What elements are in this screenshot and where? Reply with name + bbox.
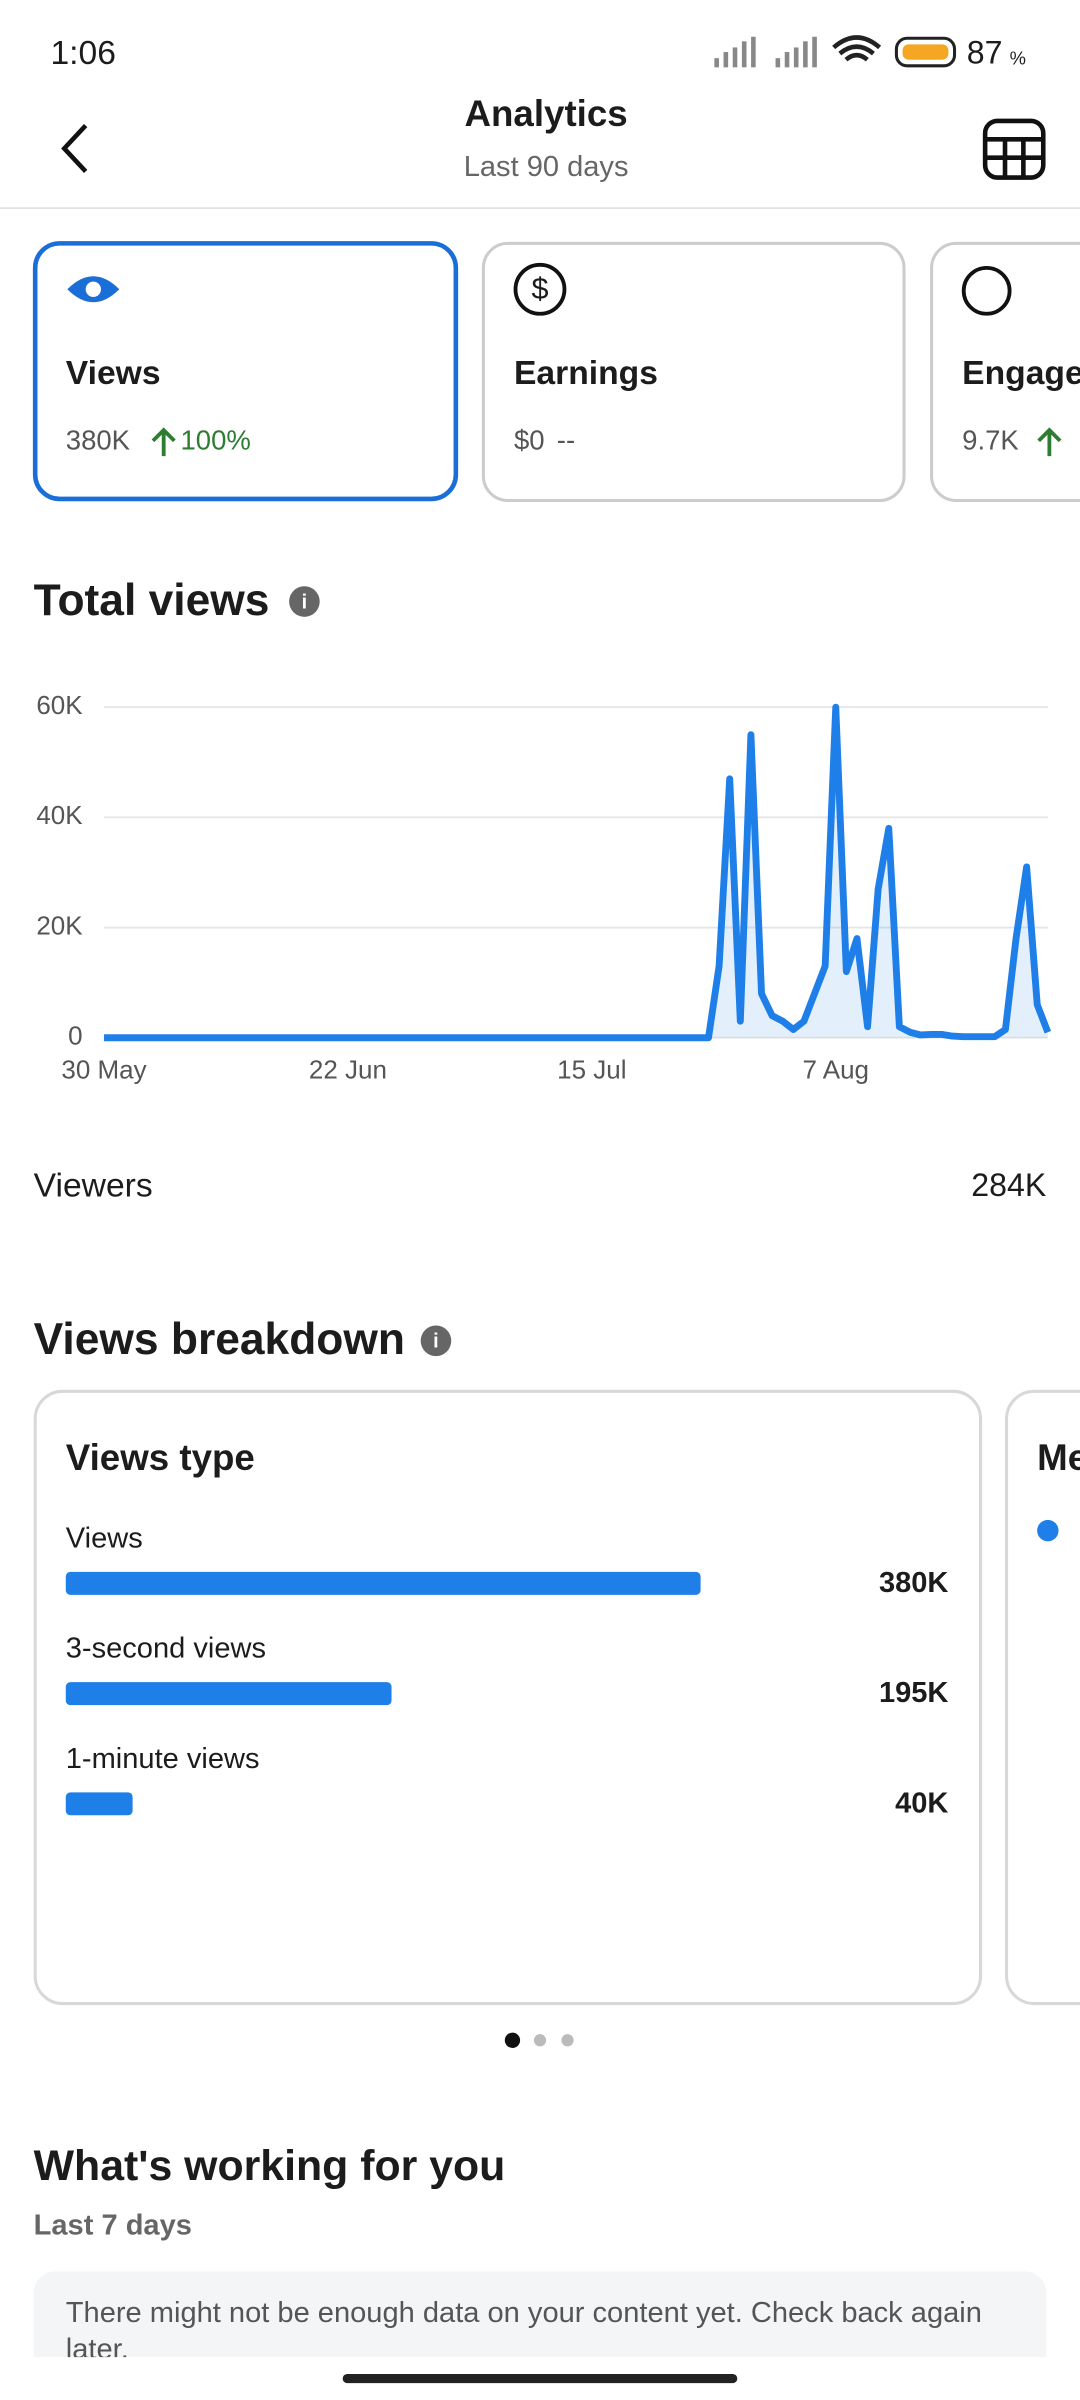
table-button[interactable] — [982, 118, 1046, 180]
page-dot[interactable] — [533, 2034, 547, 2047]
area — [104, 707, 1048, 1038]
card-label: Earnings — [514, 355, 658, 392]
section-title: Views breakdown — [34, 1315, 405, 1364]
section-title: What's working for you — [34, 2142, 506, 2190]
signal-icons — [714, 36, 817, 68]
battery-text: 87 — [967, 35, 1003, 71]
bar — [65, 1792, 133, 1816]
line-chart: 0 20K 40K 60K 30 May 22 Jun 15 Jul 7 Aug — [36, 690, 1052, 1084]
dollar-icon — [513, 262, 567, 316]
header-subtitle: Last 90 days — [464, 151, 629, 183]
bar-value: 380K — [879, 1567, 948, 1599]
legend-dot — [1037, 1519, 1059, 1542]
info-message: There might not be enough data on your c… — [33, 2271, 1047, 2358]
card-value: $0 — [514, 425, 545, 456]
metric-card[interactable] — [930, 241, 1080, 503]
x-tick-label: 15 Jul — [557, 1054, 626, 1084]
page-dot[interactable] — [504, 2032, 521, 2048]
bar-value: 195K — [879, 1677, 948, 1709]
bar — [65, 1682, 392, 1706]
card-value: 9.7K — [962, 425, 1019, 456]
bar-label: 3-second views — [66, 1633, 266, 1665]
wifi-icon — [832, 35, 882, 62]
dollar-glyph: $ — [531, 272, 548, 306]
card-value: 380K — [66, 425, 131, 456]
y-tick-label: 0 — [68, 1021, 82, 1051]
card-label: Views — [66, 355, 161, 392]
up-arrow — [1037, 427, 1062, 457]
x-tick-label: 7 Aug — [803, 1054, 869, 1084]
y-tick-label: 20K — [36, 910, 83, 940]
y-tick-label: 40K — [36, 800, 83, 830]
y-tick-label: 60K — [36, 690, 83, 720]
x-tick-label: 22 Jun — [309, 1054, 387, 1084]
battery-unit: % — [1010, 48, 1026, 69]
eye-pupil — [85, 281, 101, 297]
breakdown-card[interactable] — [1005, 1389, 1080, 2006]
info-icon[interactable] — [420, 1325, 452, 1357]
info-glyph: i — [302, 591, 308, 613]
x-tick-label: 30 May — [61, 1054, 146, 1084]
battery-level — [902, 44, 949, 60]
bar-label: 1-minute views — [66, 1743, 260, 1775]
viewers-value: 284K — [971, 1167, 1047, 1203]
section-subtitle: Last 7 days — [34, 2210, 192, 2242]
section-title: Total views — [34, 576, 270, 625]
line — [104, 703, 1052, 1042]
card-title: Me — [1037, 1437, 1080, 1478]
info-icon[interactable] — [289, 586, 320, 617]
breakdown-card — [33, 1389, 983, 2006]
card-title: Views type — [66, 1437, 255, 1478]
back-button[interactable] — [61, 123, 88, 173]
metric-card[interactable] — [32, 241, 459, 502]
battery-icon — [894, 36, 957, 68]
up-arrow — [151, 427, 176, 457]
bar-label: Views — [66, 1522, 143, 1554]
home-indicator — [342, 2373, 738, 2384]
card-label: Engage — [962, 355, 1080, 392]
header-title: Analytics — [464, 93, 627, 134]
metric-card[interactable] — [481, 241, 906, 503]
status-time: 1:06 — [50, 35, 115, 72]
viewers-label: Viewers — [34, 1168, 153, 1205]
info-glyph: i — [433, 1331, 439, 1353]
card-change: -- — [557, 425, 575, 456]
bar — [65, 1571, 701, 1595]
bar-value: 40K — [895, 1787, 948, 1819]
page-dot[interactable] — [561, 2034, 574, 2047]
engage-icon — [961, 265, 1012, 316]
card-change: 100% — [181, 425, 251, 456]
bar-chart: Views 380K 3-second views 195K 1-minute view… — [65, 1522, 948, 1819]
